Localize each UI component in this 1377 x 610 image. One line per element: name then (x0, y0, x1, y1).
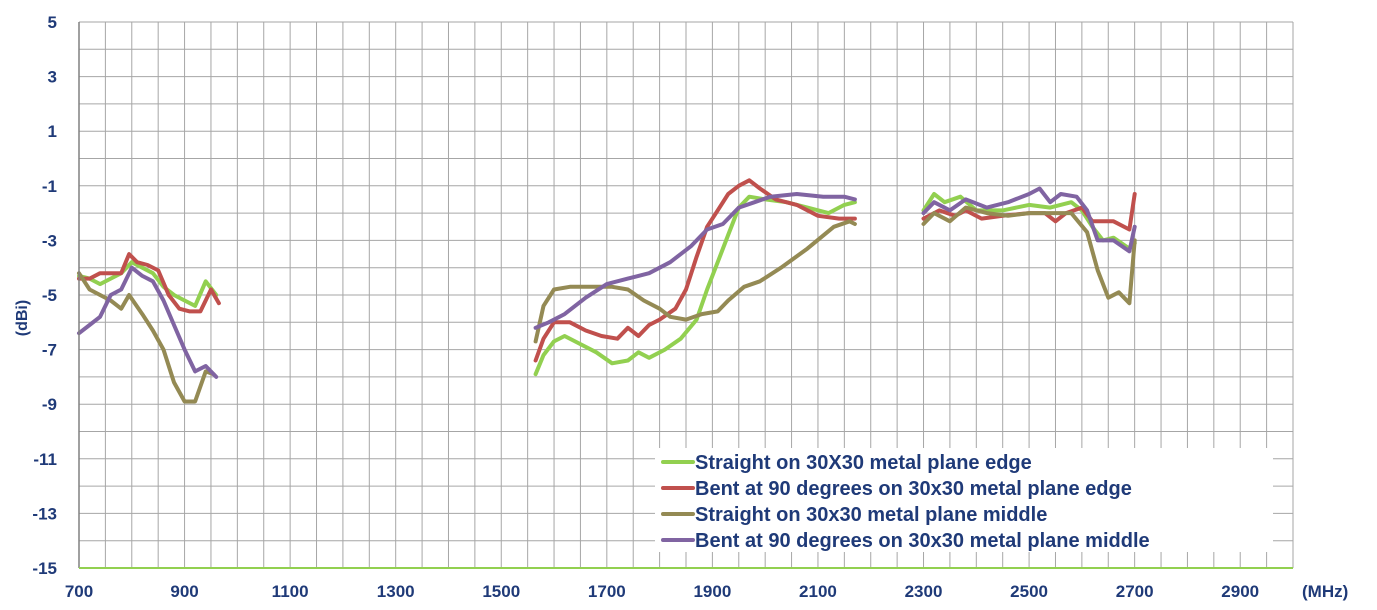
y-tick-label: 3 (48, 68, 57, 87)
series-line (79, 273, 214, 401)
x-tick-labels: 700 900 1100 1300 1500 1700 1900 2100 2300 2500 27… (65, 582, 1259, 601)
x-tick-label: 1100 (272, 582, 309, 601)
series-line (79, 262, 216, 306)
legend: Straight on 30X30 metal plane edge Bent a… (655, 448, 1273, 552)
legend-entry: Straight on 30X30 metal plane edge (695, 452, 1032, 474)
y-tick-label: 5 (48, 13, 57, 32)
y-tick-label: -3 (42, 231, 57, 250)
legend-entry: Bent at 90 degrees on 30x30 metal plane … (695, 478, 1132, 500)
y-tick-label: -1 (42, 177, 57, 196)
x-tick-label: 2900 (1221, 582, 1259, 601)
y-tick-label: -9 (42, 395, 57, 414)
x-tick-label: 700 (65, 582, 93, 601)
x-tick-label: 2500 (1010, 582, 1048, 601)
y-tick-label: -11 (33, 450, 57, 469)
y-axis-label: (dBi) (14, 300, 31, 336)
x-tick-label: 900 (170, 582, 198, 601)
x-axis-unit: (MHz) (1302, 582, 1348, 601)
y-tick-labels: 5 3 1 -1 -3 -5 -7 -9 -11 -13 -15 (32, 13, 57, 578)
x-tick-label: 2100 (799, 582, 837, 601)
y-tick-label: -13 (32, 504, 57, 523)
x-tick-label: 1300 (377, 582, 415, 601)
y-tick-label: -15 (32, 559, 57, 578)
y-tick-label: 1 (48, 122, 57, 141)
x-tick-label: 1700 (588, 582, 626, 601)
x-tick-label: 2300 (905, 582, 943, 601)
x-tick-label: 1500 (482, 582, 520, 601)
legend-entry: Bent at 90 degrees on 30x30 metal plane … (695, 530, 1150, 552)
x-tick-label: 1900 (693, 582, 731, 601)
legend-entry: Straight on 30x30 metal plane middle (695, 504, 1047, 526)
x-tick-label: 2700 (1116, 582, 1154, 601)
y-tick-label: -5 (42, 286, 57, 305)
y-tick-label: -7 (42, 341, 57, 360)
